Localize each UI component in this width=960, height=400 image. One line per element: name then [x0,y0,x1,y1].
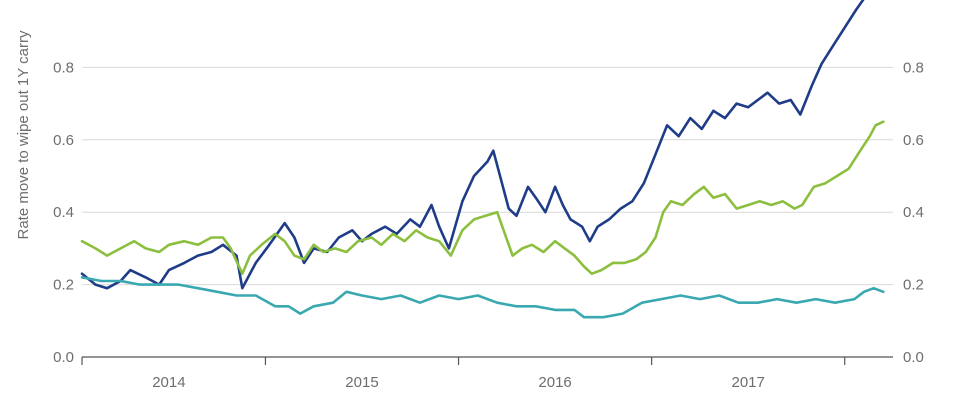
y-axis-title: Rate move to wipe out 1Y carry [15,30,32,239]
right-tick-label: 0.2 [903,277,924,294]
right-tick-label: 0.4 [903,204,924,221]
right-tick-label: 0.6 [903,132,924,149]
x-tick-label: 2015 [345,374,378,391]
gridlines [82,66,893,286]
series-line-2 [80,120,885,275]
left-tick-label: 0.2 [53,277,74,294]
left-tick-label: 0.4 [53,204,74,221]
right-tick-label: 0.8 [903,59,924,76]
x-tick-label: 2016 [538,374,571,391]
x-tick-label: 2017 [731,374,764,391]
left-tick-label: 0.6 [53,132,74,149]
series-line-3 [80,276,885,319]
x-axis-ticks: 2014 2015 2016 2017 [81,357,846,391]
right-tick-label: 0.0 [903,349,924,366]
series-lines [80,0,885,319]
left-tick-label: 0.0 [53,349,74,366]
left-y-axis-ticks: 0.0 0.2 0.4 0.6 0.8 [53,59,74,366]
left-tick-label: 0.8 [53,59,74,76]
series-line-1 [80,0,865,290]
x-tick-label: 2014 [152,374,185,391]
right-y-axis-ticks: 0.0 0.2 0.4 0.6 0.8 [903,59,924,366]
